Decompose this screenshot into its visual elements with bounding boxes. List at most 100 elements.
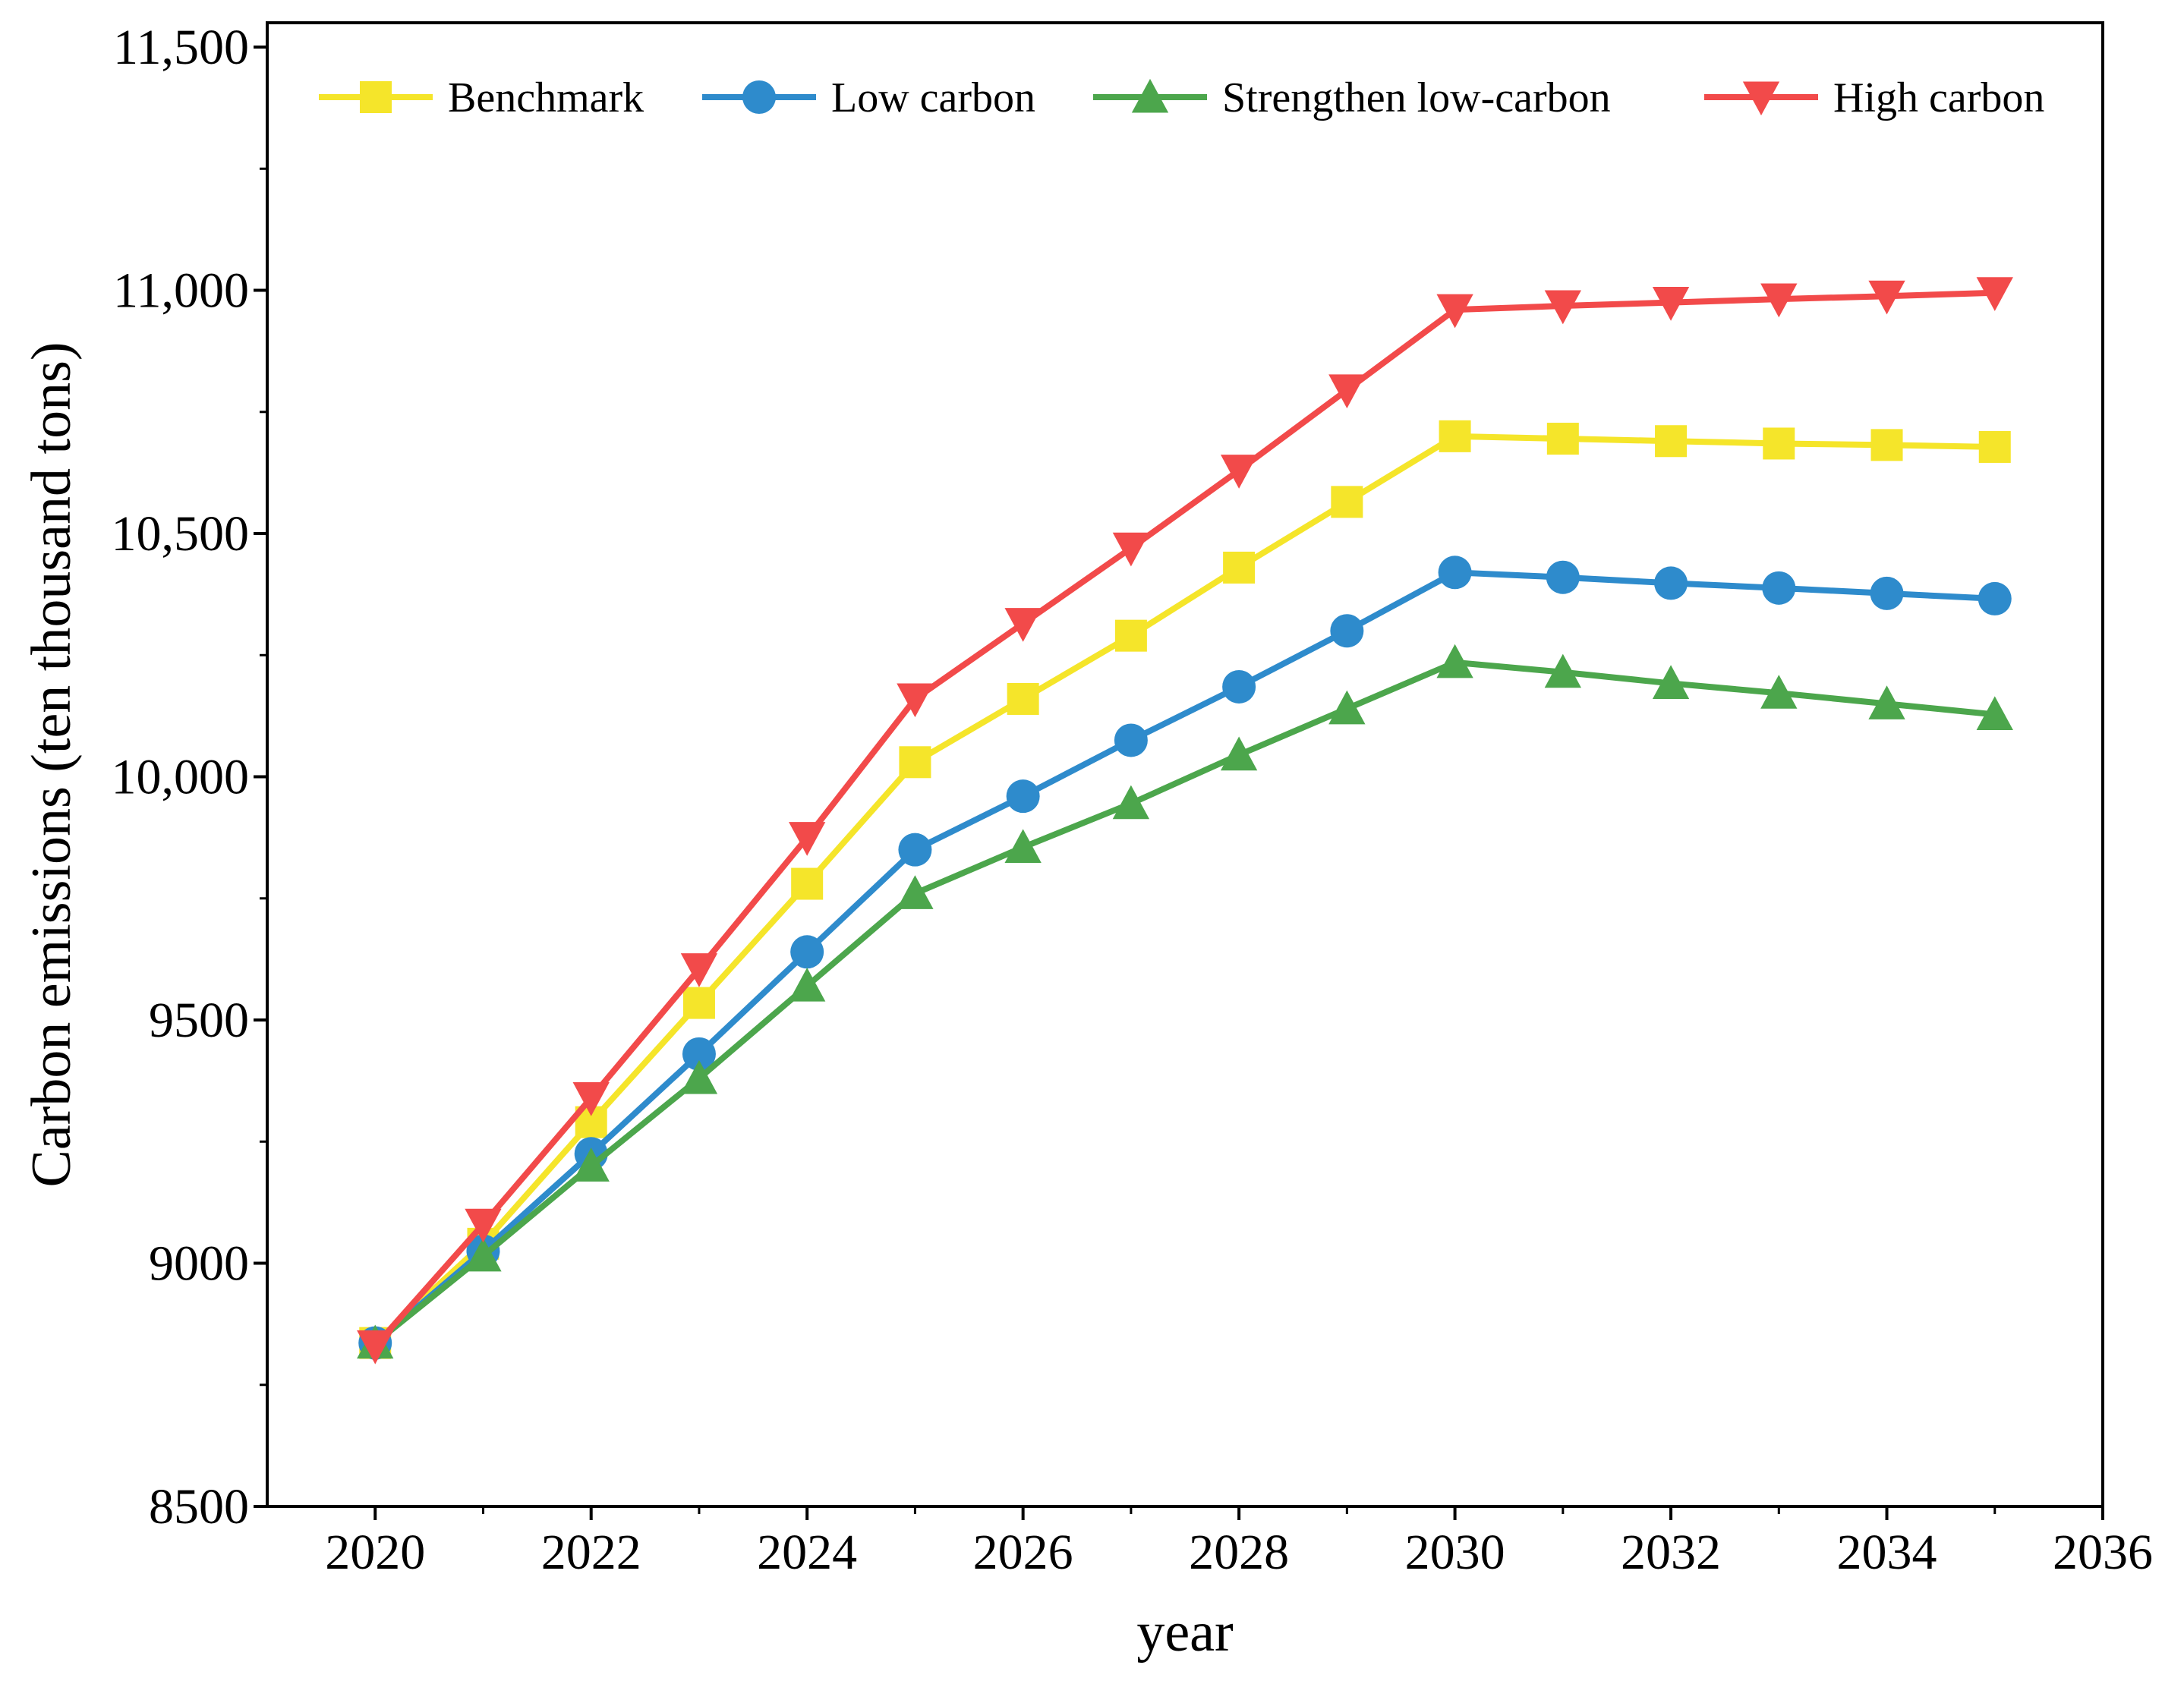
point-benchmark-marker <box>1114 619 1147 652</box>
point-benchmark-marker <box>1223 551 1256 584</box>
x-tick-label: 2020 <box>325 1525 425 1580</box>
point-benchmark-marker <box>682 987 715 1019</box>
axes: 2020 2022 2024 2026 2028 2030 2032 2034 2036 8500… <box>112 20 2154 1580</box>
y-tick-label: 8500 <box>149 1479 249 1535</box>
point-strengthen-low-carbon-marker <box>1760 675 1798 709</box>
point-high-carbon-marker <box>465 1208 502 1243</box>
point-benchmark-marker <box>1546 423 1579 455</box>
x-tick-label: 2030 <box>1405 1525 1505 1580</box>
point-low-carbon-marker <box>1006 779 1040 814</box>
point-high-carbon-marker <box>1436 294 1473 329</box>
point-high-carbon-marker <box>1544 290 1581 325</box>
point-high-carbon-marker <box>357 1330 394 1365</box>
point-high-carbon-marker <box>897 683 934 718</box>
point-high-carbon-marker <box>1112 532 1150 567</box>
legend-item-low-carbon: Low carbon <box>702 74 1035 121</box>
point-benchmark-marker <box>1655 425 1688 458</box>
point-strengthen-low-carbon-marker <box>1220 736 1258 771</box>
legend-item-benchmark: Benchmark <box>319 74 644 121</box>
point-strengthen-low-carbon-marker <box>1976 696 2013 731</box>
legend-label-strengthen-low-carbon: Strengthen low-carbon <box>1222 74 1611 121</box>
point-strengthen-low-carbon-marker <box>1328 690 1366 725</box>
point-strengthen-low-carbon-marker <box>1004 829 1042 863</box>
point-low-carbon-marker <box>1762 571 1796 605</box>
point-low-carbon-marker <box>1438 556 1472 590</box>
legend-item-high-carbon: High carbon <box>1704 74 2044 121</box>
point-benchmark-marker <box>1007 682 1039 715</box>
series-low-carbon <box>358 556 2012 1360</box>
series-line-high-carbon <box>373 289 1995 1349</box>
point-benchmark-marker <box>899 746 931 779</box>
point-low-carbon-marker <box>790 935 824 969</box>
point-low-carbon-marker <box>1654 566 1688 600</box>
point-benchmark-marker <box>1763 427 1795 460</box>
x-axis-title: year <box>1136 1601 1233 1664</box>
series-benchmark <box>359 420 2011 1359</box>
point-low-carbon-marker <box>1978 581 2012 615</box>
y-tick-label: 10,500 <box>112 506 250 562</box>
y-axis-title: Carbon emissions (ten thousand tons) <box>20 342 83 1187</box>
point-high-carbon-marker <box>1220 455 1258 489</box>
x-tick-label: 2026 <box>973 1525 1073 1580</box>
point-high-carbon-marker <box>1868 280 1905 315</box>
x-tick-label: 2036 <box>2053 1525 2153 1580</box>
legend: Benchmark Low carbon Strengthen low-carbon… <box>319 74 2044 121</box>
point-high-carbon-marker <box>1652 287 1690 321</box>
point-high-carbon-marker <box>572 1082 610 1116</box>
point-low-carbon-marker <box>682 1037 716 1071</box>
series-strengthen-low-carbon <box>357 644 2013 1359</box>
point-strengthen-low-carbon-marker <box>897 875 934 909</box>
y-tick-label: 9500 <box>149 993 249 1048</box>
legend-benchmark-marker <box>360 81 392 113</box>
series-high-carbon <box>357 277 2013 1365</box>
y-tick-label: 11,000 <box>113 263 249 319</box>
x-tick-label: 2034 <box>1837 1525 1937 1580</box>
point-strengthen-low-carbon-marker <box>1436 644 1473 678</box>
point-high-carbon-marker <box>1328 374 1366 409</box>
y-tick-label: 10,000 <box>112 750 250 805</box>
point-high-carbon-marker <box>1004 608 1042 642</box>
point-low-carbon-marker <box>1222 669 1256 704</box>
point-low-carbon-marker <box>1870 576 1904 610</box>
point-benchmark-marker <box>1439 420 1471 452</box>
point-high-carbon-marker <box>1760 283 1798 318</box>
legend-label-high-carbon: High carbon <box>1833 74 2044 121</box>
point-strengthen-low-carbon-marker <box>1652 665 1690 699</box>
legend-label-benchmark: Benchmark <box>448 74 644 121</box>
point-strengthen-low-carbon-marker <box>1544 653 1581 688</box>
x-tick-label: 2032 <box>1621 1525 1721 1580</box>
legend-low-carbon-marker <box>742 80 776 114</box>
point-strengthen-low-carbon-marker <box>680 1059 718 1094</box>
x-tick-label: 2022 <box>541 1525 641 1580</box>
point-benchmark-marker <box>791 867 824 900</box>
series-line-low-carbon <box>373 569 1995 1346</box>
plot-frame <box>266 21 2104 1508</box>
point-strengthen-low-carbon-marker <box>789 967 826 1002</box>
x-tick-label: 2024 <box>757 1525 857 1580</box>
point-low-carbon-marker <box>1114 723 1148 757</box>
legend-high-carbon-marker <box>1742 81 1780 116</box>
legend-strengthen-low-carbon-marker <box>1131 78 1169 113</box>
point-high-carbon-marker <box>789 822 826 856</box>
point-high-carbon-marker <box>1976 277 2013 311</box>
y-tick-label: 11,500 <box>113 20 249 75</box>
legend-item-strengthen-low-carbon: Strengthen low-carbon <box>1093 74 1611 121</box>
point-strengthen-low-carbon-marker <box>465 1237 502 1272</box>
series-layer <box>357 277 2013 1365</box>
y-tick-label: 9000 <box>149 1236 249 1292</box>
series-line-benchmark <box>373 433 1995 1346</box>
point-low-carbon-marker <box>1546 560 1580 594</box>
point-strengthen-low-carbon-marker <box>572 1147 610 1182</box>
point-strengthen-low-carbon-marker <box>1112 785 1150 820</box>
legend-label-low-carbon: Low carbon <box>831 74 1035 121</box>
point-benchmark-marker <box>1978 430 2011 463</box>
point-low-carbon-marker <box>1330 614 1364 648</box>
point-strengthen-low-carbon-marker <box>1868 685 1905 719</box>
series-line-strengthen-low-carbon <box>373 659 1996 1346</box>
point-low-carbon-marker <box>898 833 932 867</box>
point-benchmark-marker <box>1331 486 1363 518</box>
x-tick-label: 2028 <box>1189 1525 1289 1580</box>
point-benchmark-marker <box>1870 429 1903 461</box>
point-high-carbon-marker <box>680 953 718 987</box>
